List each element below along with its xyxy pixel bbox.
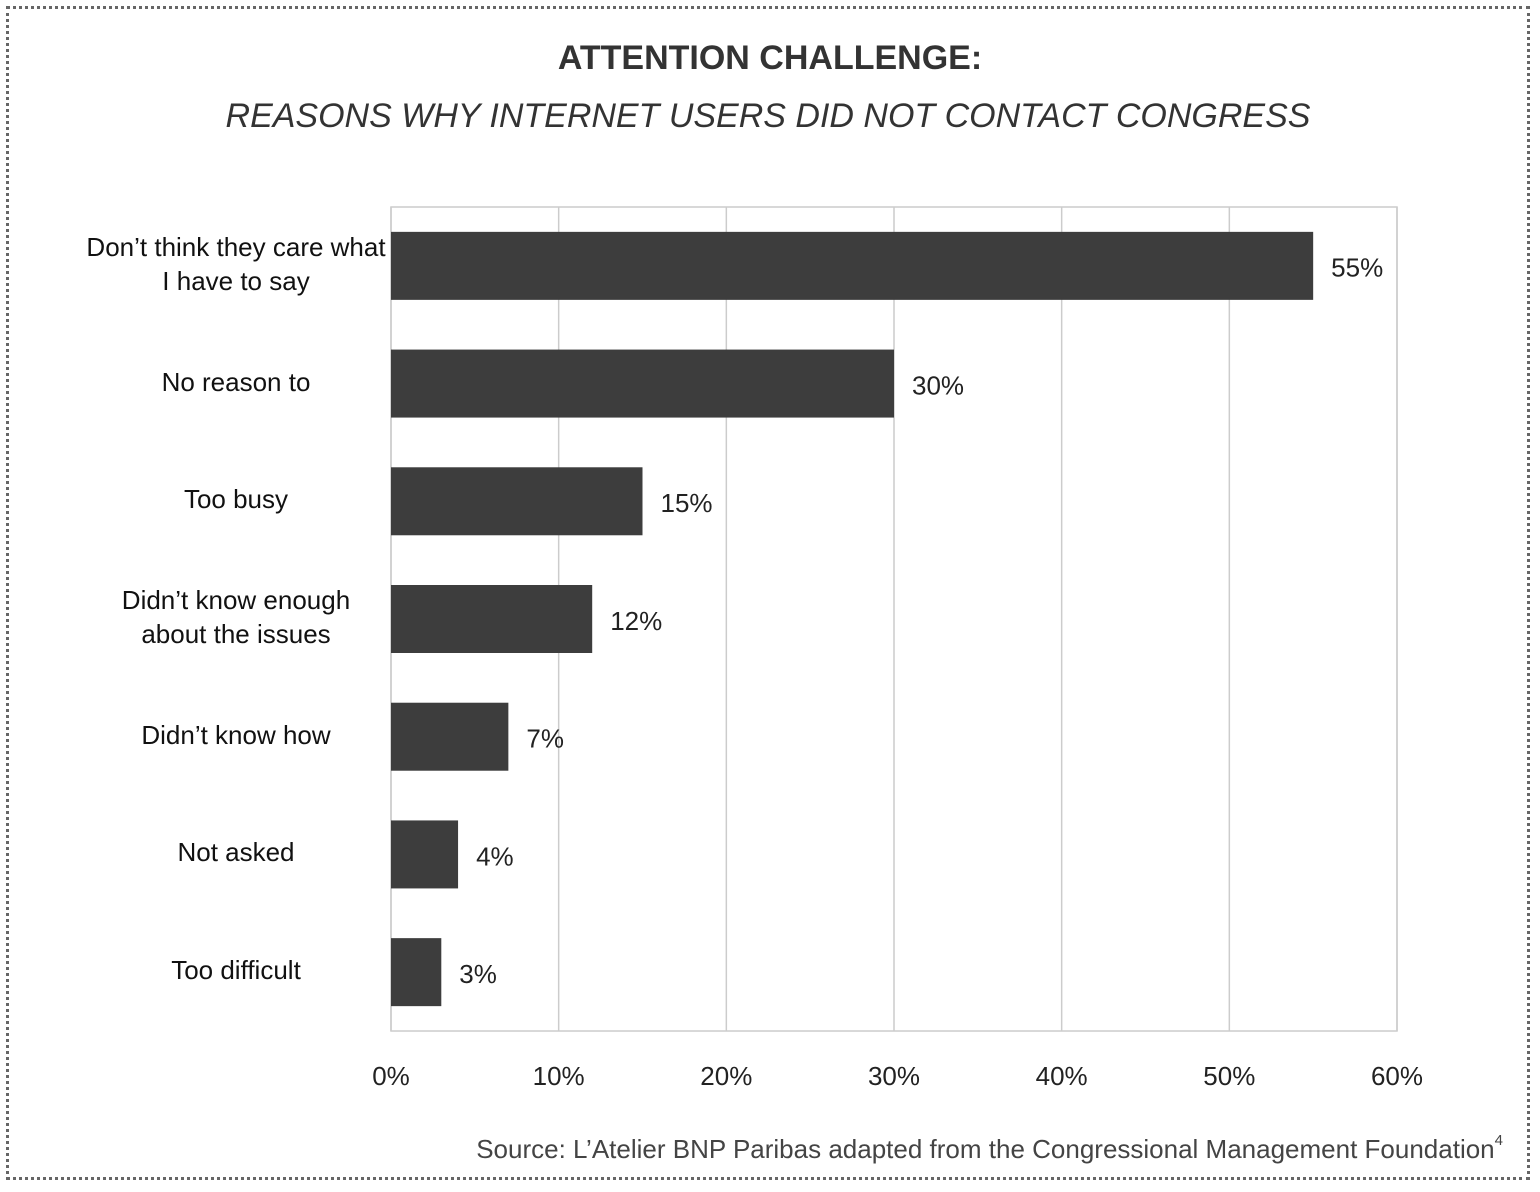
value-label: 30%: [912, 370, 964, 400]
bar: [391, 467, 643, 536]
source: Source: L’Atelier BNP Paribas adapted fr…: [476, 1132, 1503, 1164]
bar: [391, 349, 894, 418]
x-tick-label: 40%: [1036, 1061, 1088, 1091]
bar: [391, 702, 509, 771]
bar: [391, 938, 442, 1007]
bar: [391, 231, 1314, 300]
x-tick-label: 50%: [1203, 1061, 1255, 1091]
value-label: 15%: [661, 488, 713, 518]
bar: [391, 820, 459, 889]
value-label: 12%: [610, 606, 662, 636]
category-label: Not asked: [177, 837, 295, 868]
category-label: Too busy: [183, 484, 289, 515]
category-label: Too difficult: [171, 955, 301, 986]
x-tick-label: 0%: [372, 1061, 410, 1091]
category-label: Don’t think they care what I have to say: [86, 231, 386, 296]
dotted-frame: [6, 6, 1530, 1180]
chart-subtitle: REASONS WHY INTERNET USERS DID NOT CONTA…: [226, 97, 1311, 135]
source-note: 4: [1495, 1132, 1503, 1149]
value-label: 55%: [1331, 253, 1383, 283]
value-label: 4%: [476, 841, 514, 871]
chart-title: ATTENTION CHALLENGE:: [558, 39, 982, 77]
source-text: Source: L’Atelier BNP Paribas adapted fr…: [476, 1134, 1494, 1164]
value-label: 3%: [459, 959, 497, 989]
category-label: No reason to: [161, 366, 311, 397]
value-label: 7%: [526, 724, 564, 754]
x-tick-label: 60%: [1371, 1061, 1423, 1091]
category-label: Didn’t know enough about the issues: [121, 585, 351, 649]
category-label: Didn’t know how: [141, 719, 331, 750]
x-tick-label: 20%: [700, 1061, 752, 1091]
bar: [391, 585, 593, 653]
x-tick-label: 10%: [533, 1061, 585, 1091]
x-tick-label: 30%: [868, 1061, 920, 1091]
